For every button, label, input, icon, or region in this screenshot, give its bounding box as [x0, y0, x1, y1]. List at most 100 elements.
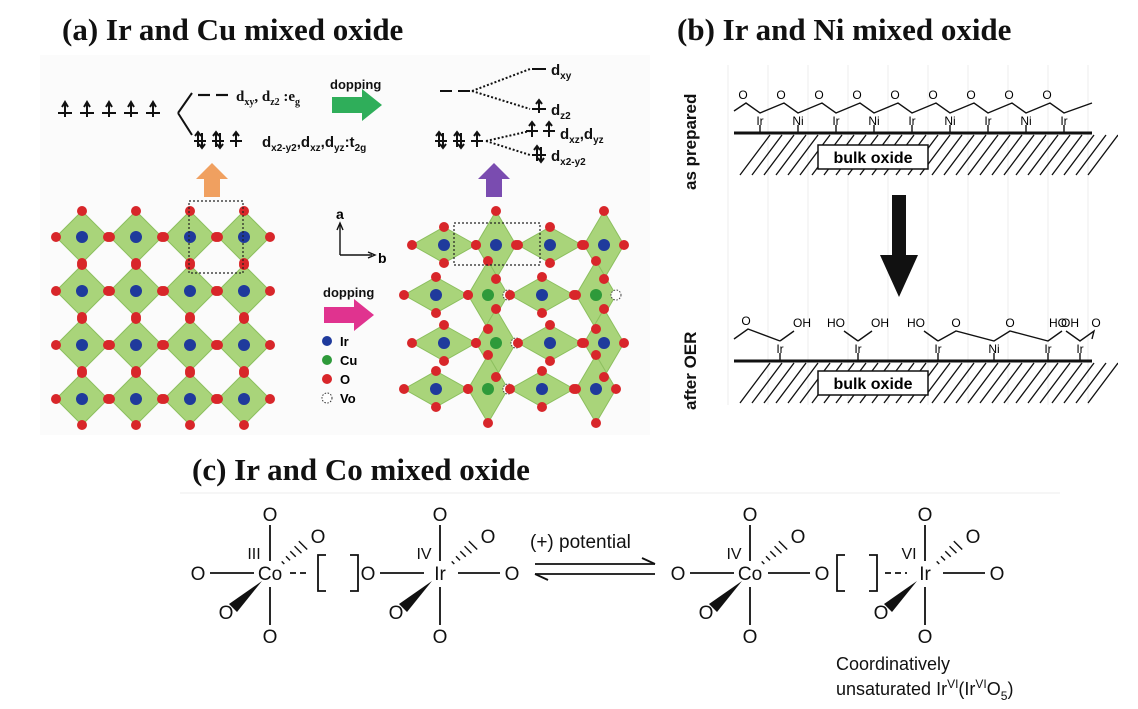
svg-text:VI: VI: [901, 546, 916, 563]
oxygen-atom: [265, 340, 275, 350]
ir-atom: [238, 231, 250, 243]
oxygen-atom: [213, 394, 223, 404]
svg-text:III: III: [247, 546, 260, 563]
iridium-center: Ir: [434, 564, 446, 585]
ir-atom: [76, 339, 88, 351]
green-arrow: [332, 89, 382, 121]
oxygen-atom: [591, 350, 601, 360]
oxygen-atom: [483, 324, 493, 334]
oxygen-atom: [77, 260, 87, 270]
oxygen-atom: [619, 240, 629, 250]
oxygen-atom: [105, 394, 115, 404]
oxygen-atom: [77, 420, 87, 430]
cobalt-center: Co: [258, 564, 282, 585]
legend: Ir Cu O Vo: [321, 334, 357, 406]
svg-text:O: O: [1091, 316, 1100, 330]
oxygen-atom: [265, 394, 275, 404]
axis-indicator: [336, 221, 377, 259]
eg-label: d: [236, 89, 245, 105]
ir-atom: [544, 239, 556, 251]
ir-atom: [490, 239, 502, 251]
ir-atom: [438, 337, 450, 349]
oxygen-atom: [239, 420, 249, 430]
oxygen-atom: [131, 314, 141, 324]
oxygen-atom: [571, 384, 581, 394]
metal-label: Ir: [1076, 342, 1083, 356]
oxygen-atom: [537, 366, 547, 376]
metal-label: Ni: [944, 114, 955, 128]
oxygen-atom: [185, 206, 195, 216]
oxygen-label: O: [814, 88, 823, 102]
svg-text:OH: OH: [1061, 316, 1079, 330]
ir-atom: [544, 337, 556, 349]
lattice-undoped: [51, 206, 275, 430]
metal-label: Ir: [908, 114, 915, 128]
bulk-oxide-top: bulk oxide: [833, 150, 912, 167]
oxygen-atom: [431, 402, 441, 412]
oxygen-label: O: [928, 88, 937, 102]
ir-atom: [130, 393, 142, 405]
svg-text:O: O: [874, 603, 889, 624]
svg-text:O: O: [263, 627, 278, 648]
svg-text:O: O: [219, 603, 234, 624]
svg-text:O: O: [815, 564, 830, 585]
svg-text:O: O: [990, 564, 1005, 585]
ir-atom: [598, 337, 610, 349]
ir-atom: [430, 289, 442, 301]
oxygen-atom: [599, 304, 609, 314]
oxygen-label: O: [966, 88, 975, 102]
oxygen-atom: [483, 256, 493, 266]
svg-text:O: O: [433, 505, 448, 526]
svg-text:O: O: [340, 372, 350, 387]
svg-text:dz2: dz2: [551, 102, 571, 122]
ir-atom: [130, 285, 142, 297]
oxygen-atom: [505, 384, 515, 394]
svg-text:IV: IV: [726, 546, 741, 563]
iridium-center: Ir: [919, 564, 931, 585]
cu-atom: [590, 289, 602, 301]
oxygen-atom: [483, 418, 493, 428]
caption-line1: Coordinatively: [836, 654, 950, 674]
ir-atom: [238, 339, 250, 351]
oxygen-atom: [491, 274, 501, 284]
svg-text:O: O: [433, 627, 448, 648]
oxygen-atom: [131, 420, 141, 430]
svg-text:dxy, dz2 :eg: dxy, dz2 :eg: [236, 89, 300, 108]
metal-label: Ir: [854, 342, 861, 356]
metal-label: Ir: [934, 342, 941, 356]
svg-text:Cu: Cu: [340, 353, 357, 368]
metal-label: Ir: [756, 114, 763, 128]
oxygen-atom: [431, 272, 441, 282]
svg-text:O: O: [743, 505, 758, 526]
oxygen-atom: [399, 384, 409, 394]
ir-atom: [184, 339, 196, 351]
oxygen-atom: [131, 260, 141, 270]
panel-a-title: (a) Ir and Cu mixed oxide: [62, 12, 404, 47]
oxygen-label: O: [776, 88, 785, 102]
cu-atom: [482, 289, 494, 301]
t2g-label: d: [262, 134, 271, 151]
oxygen-atom: [159, 286, 169, 296]
oxygen-atom: [239, 206, 249, 216]
svg-text:dx2-y2: dx2-y2: [551, 148, 586, 168]
oxygen-atom: [131, 206, 141, 216]
orange-arrow: [196, 163, 228, 197]
oxygen-atom: [545, 222, 555, 232]
oxygen-atom: [131, 368, 141, 378]
svg-text:HO: HO: [1049, 316, 1067, 330]
svg-text:O: O: [481, 527, 496, 548]
oxygen-atom: [599, 274, 609, 284]
oxygen-label: O: [852, 88, 861, 102]
ir-atom: [430, 383, 442, 395]
caption-line2: unsaturated IrVI(IrVIO5): [836, 677, 1013, 703]
ir-atom: [590, 383, 602, 395]
unit-cell-box-left: [188, 200, 244, 274]
equilibrium-arrows: [534, 557, 656, 581]
oxygen-atom: [51, 286, 61, 296]
panel-b-diagram: as prepared after OER O Ir O Ni O Ir O Ni O Ir O Ni…: [668, 55, 1118, 425]
oxygen-atom: [545, 320, 555, 330]
svg-text:IV: IV: [416, 546, 431, 563]
oxygen-atom: [105, 340, 115, 350]
oxygen-label: O: [1004, 88, 1013, 102]
oxygen-vacancy: [610, 289, 622, 301]
